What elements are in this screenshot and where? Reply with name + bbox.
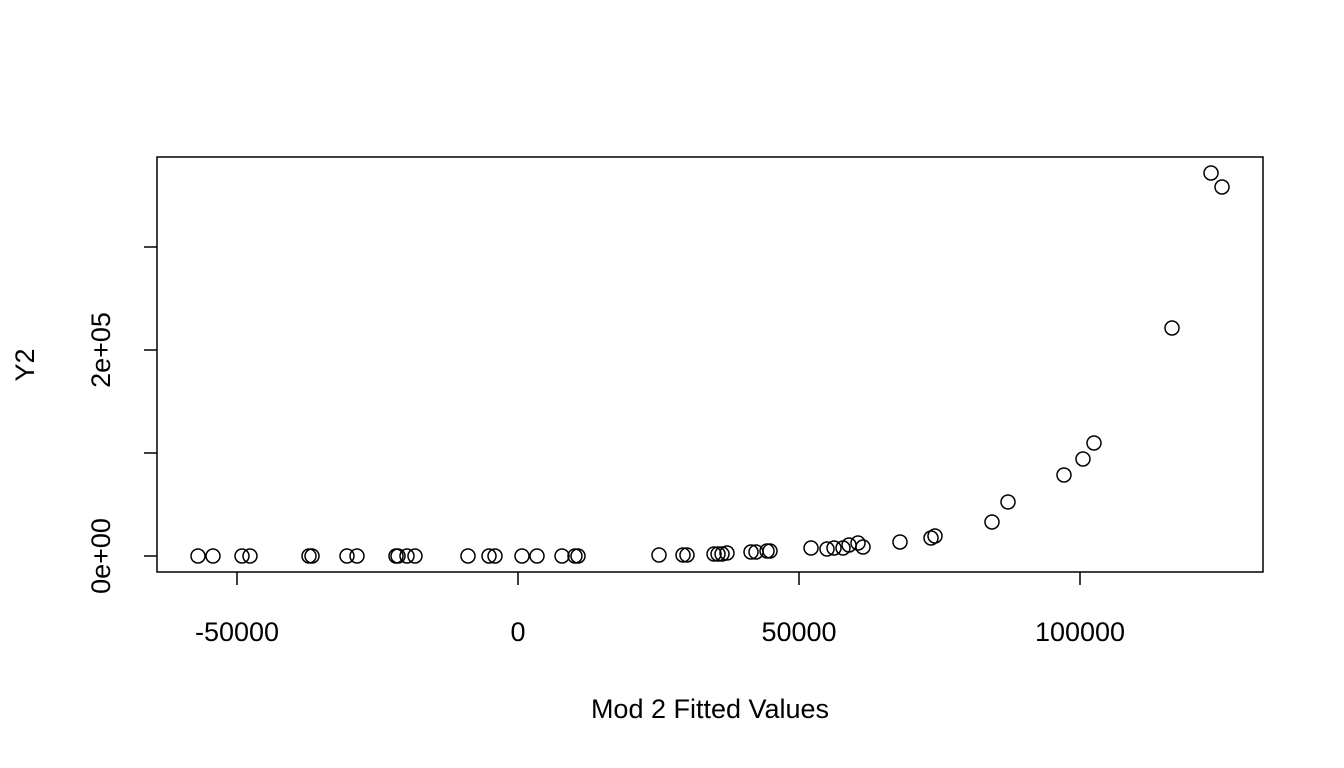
point (514, 548, 530, 564)
point (850, 535, 866, 551)
point (706, 546, 722, 562)
x-tick-label: 0 (510, 617, 525, 647)
point (759, 543, 775, 559)
point (762, 543, 778, 559)
point (242, 548, 258, 564)
point (927, 528, 943, 544)
point (301, 548, 317, 564)
point (234, 548, 250, 564)
point (892, 534, 908, 550)
point (1056, 467, 1072, 483)
y-tick-label: 0e+00 (86, 518, 116, 594)
point (1086, 435, 1102, 451)
point (803, 540, 819, 556)
x-axis-label: Mod 2 Fitted Values (591, 694, 829, 724)
point (487, 548, 503, 564)
point (390, 548, 406, 564)
point (1214, 179, 1230, 195)
y-axis-label: Y2 (10, 348, 40, 381)
point (1075, 451, 1091, 467)
point (481, 548, 497, 564)
point (984, 514, 1000, 530)
point (205, 548, 221, 564)
point (826, 540, 842, 556)
x-tick-label: 100000 (1035, 617, 1125, 647)
plot-frame (156, 156, 1264, 573)
point (651, 547, 667, 563)
point (675, 547, 691, 563)
point (529, 548, 545, 564)
point (349, 548, 365, 564)
point (304, 548, 320, 564)
point (714, 546, 730, 562)
point (1000, 494, 1016, 510)
point (567, 548, 583, 564)
x-tick-label: -50000 (195, 617, 279, 647)
point (819, 541, 835, 557)
point (570, 548, 586, 564)
point (190, 548, 206, 564)
point (460, 548, 476, 564)
x-tick-label: 50000 (761, 617, 836, 647)
point (407, 548, 423, 564)
y-tick-label: 2e+05 (86, 312, 116, 388)
point (719, 545, 735, 561)
point (855, 539, 871, 555)
point (399, 548, 415, 564)
point (679, 547, 695, 563)
point (554, 548, 570, 564)
point (1164, 320, 1180, 336)
point (710, 546, 726, 562)
point (1203, 165, 1219, 181)
point (743, 544, 759, 560)
point (339, 548, 355, 564)
